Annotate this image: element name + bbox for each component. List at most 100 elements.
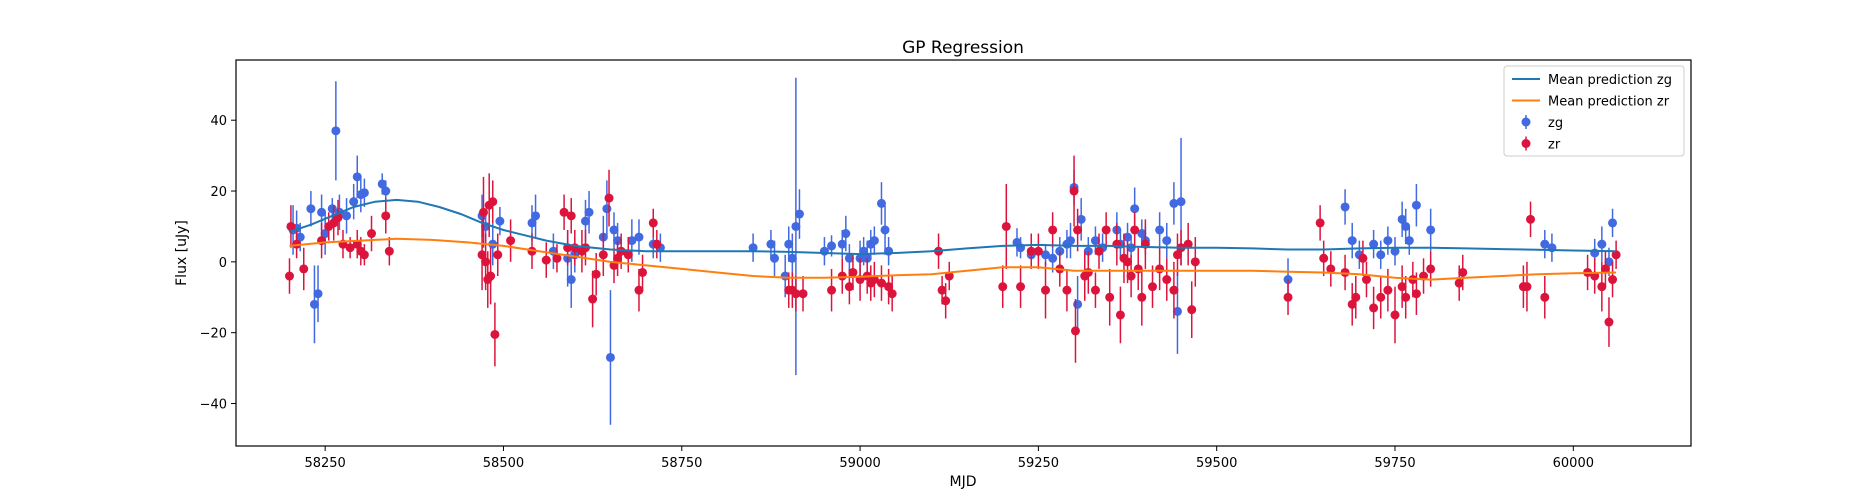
data-point-zr <box>1597 282 1607 292</box>
data-point-zg <box>1130 204 1140 214</box>
x-tick-label: 58250 <box>304 456 345 471</box>
data-point-zg <box>1041 250 1051 260</box>
legend-label: Mean prediction zg <box>1548 73 1672 88</box>
data-point-zr <box>286 221 296 231</box>
data-point-zr <box>1172 250 1182 260</box>
data-point-zr <box>1540 292 1550 302</box>
plot-frame <box>235 59 1692 447</box>
data-point-zr <box>1187 305 1197 315</box>
legend: Mean prediction zg Mean prediction zr zg zr <box>1503 65 1685 157</box>
data-point-zg <box>317 207 327 217</box>
legend-marker-swatch <box>1521 139 1531 148</box>
data-point-zr <box>1315 218 1325 228</box>
data-point-zg <box>827 241 837 251</box>
data-point-zr <box>1340 267 1350 277</box>
data-point-zr <box>591 269 601 279</box>
data-point-zg <box>1411 200 1421 210</box>
data-point-zr <box>998 282 1008 292</box>
y-axis-label: Flux [uJy] <box>174 220 190 286</box>
data-point-zr <box>1001 221 1011 231</box>
data-point-zr <box>1148 282 1158 292</box>
data-point-zr <box>791 289 801 299</box>
data-point-zg <box>1340 202 1350 212</box>
legend-label: zg <box>1548 116 1563 131</box>
data-point-zr <box>552 253 562 263</box>
data-point-zr <box>1155 264 1165 274</box>
data-point-zr <box>477 250 487 260</box>
legend-entry-mean-prediction-zr: Mean prediction zr <box>1512 95 1670 110</box>
data-point-zg <box>784 239 794 249</box>
data-point-zr <box>1183 239 1193 249</box>
data-point-zr <box>604 193 614 203</box>
data-point-zg <box>377 179 387 189</box>
y-tick-label: −40 <box>200 398 227 413</box>
data-point-zg <box>1123 232 1133 242</box>
data-point-zg <box>1073 299 1083 309</box>
x-tick-label: 59250 <box>1018 456 1059 471</box>
data-point-zr <box>827 285 837 295</box>
data-point-zg <box>748 243 758 253</box>
data-point-zr <box>648 218 658 228</box>
data-point-zg <box>880 225 890 235</box>
data-point-zg <box>869 236 879 246</box>
data-point-zr <box>1454 278 1464 288</box>
data-point-zr <box>1361 275 1371 285</box>
x-tick-label: 60000 <box>1553 456 1594 471</box>
data-point-zg <box>819 246 829 256</box>
data-point-zr <box>1326 264 1336 274</box>
data-point-zr <box>798 289 808 299</box>
y-tick-label: 20 <box>210 185 227 200</box>
data-point-zr <box>634 285 644 295</box>
data-point-zg <box>605 352 615 362</box>
data-point-zr <box>1426 264 1436 274</box>
data-point-zg <box>1155 225 1165 235</box>
data-point-zr <box>1126 271 1136 281</box>
data-point-zg <box>1369 239 1379 249</box>
data-point-zg <box>1172 306 1182 316</box>
data-point-zr <box>1112 239 1122 249</box>
legend-label: zr <box>1548 138 1561 153</box>
data-point-zg <box>602 204 612 214</box>
data-point-zg <box>844 253 854 263</box>
x-tick-label: 58500 <box>483 456 524 471</box>
data-point-zr <box>588 294 598 304</box>
data-point-zr <box>1048 225 1058 235</box>
data-point-zg <box>1383 236 1393 246</box>
data-point-zr <box>1101 225 1111 235</box>
data-point-zr <box>566 211 576 221</box>
data-point-zr <box>345 243 355 253</box>
data-point-zr <box>937 285 947 295</box>
y-tick-label: 40 <box>210 114 227 129</box>
data-point-zr <box>848 267 858 277</box>
data-point-zg <box>794 209 804 219</box>
data-point-zg <box>609 225 619 235</box>
data-point-zg <box>1404 236 1414 246</box>
data-point-zr <box>1090 285 1100 295</box>
legend-marker-swatch <box>1521 117 1531 127</box>
data-point-zr <box>506 236 516 246</box>
data-point-zr <box>1162 275 1172 285</box>
data-point-zr <box>1026 246 1036 256</box>
data-point-zr <box>876 278 886 288</box>
data-point-zg <box>295 232 305 242</box>
data-point-zr <box>1369 303 1379 313</box>
data-point-zr <box>1600 264 1610 274</box>
data-point-zg <box>584 207 594 217</box>
data-point-zg <box>1540 239 1550 249</box>
data-point-zg <box>1176 197 1186 207</box>
data-point-zr <box>1390 310 1400 320</box>
data-point-zr <box>1041 285 1051 295</box>
y-tick-label: 0 <box>219 256 227 271</box>
data-point-zr <box>299 264 309 274</box>
data-point-zr <box>541 255 551 265</box>
data-point-zr <box>367 229 377 239</box>
data-point-zr <box>1073 225 1083 235</box>
data-point-zr <box>1033 246 1043 256</box>
data-point-zg <box>331 126 341 136</box>
data-point-zg <box>349 197 359 207</box>
data-point-zr <box>284 271 294 281</box>
legend-entry-zg: zg <box>1521 115 1563 131</box>
data-point-zg <box>634 232 644 242</box>
x-tick-label: 59750 <box>1374 456 1415 471</box>
